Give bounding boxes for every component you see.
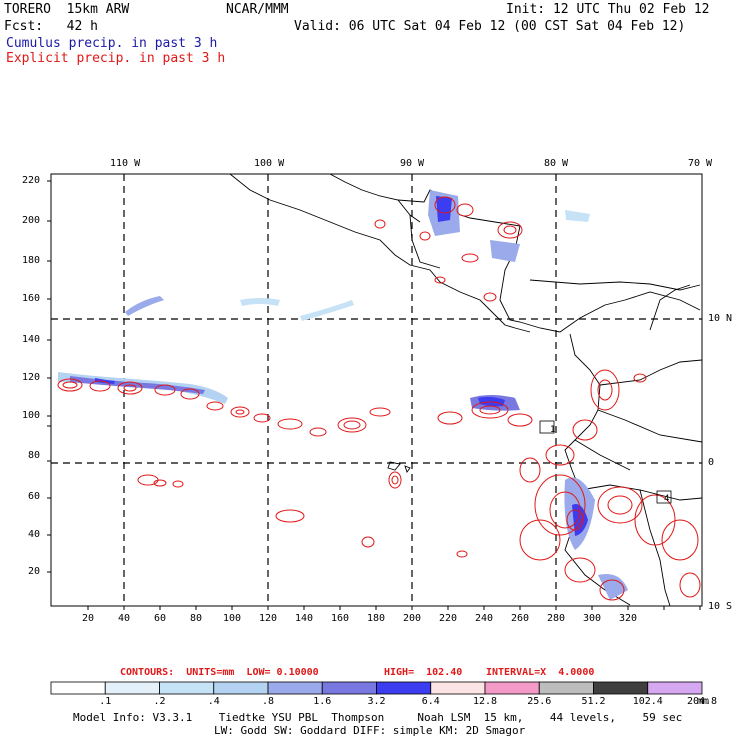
colorbar-label: 204.8 (686, 696, 718, 707)
lon-label-100w: 100 W (254, 158, 285, 169)
lon-label-110w: 110 W (110, 158, 141, 169)
legend-cumulus: Cumulus precip. in past 3 h (6, 36, 218, 51)
y-tick-180: 180 (22, 255, 41, 266)
coastlines (229, 173, 703, 607)
lon-label-90w: 90 W (400, 158, 425, 169)
y-tick-40: 40 (28, 529, 41, 540)
model-info-line2: LW: Godd SW: Goddard DIFF: simple KM: 2D… (214, 724, 526, 737)
org-label: NCAR/MMM (226, 2, 289, 17)
axis-ticks (47, 180, 701, 610)
lat-label-10s: 10 S (708, 601, 733, 612)
colorbar-label: .8 (261, 696, 275, 707)
marker-box-1 (539, 420, 555, 434)
colorbar-label: 102.4 (632, 696, 663, 707)
x-tick-300: 300 (583, 613, 602, 624)
x-tick-100: 100 (223, 613, 242, 624)
colorbar-unit: mm (697, 696, 710, 707)
lat-label-0: 0 (708, 457, 715, 468)
y-tick-120: 120 (22, 372, 41, 383)
graticule (51, 174, 702, 606)
colorbar-label: 3.2 (367, 696, 386, 707)
contours-interval: INTERVAL=X 4.0000 (486, 667, 595, 678)
forecast-hour: Fcst: 42 h (4, 19, 98, 34)
colorbar-label: 6.4 (421, 696, 440, 707)
colorbar-label: .1 (99, 696, 112, 707)
contours-high: HIGH= 102.40 (384, 667, 463, 678)
x-tick-40: 40 (118, 613, 131, 624)
x-tick-160: 160 (331, 613, 350, 624)
y-tick-160: 160 (22, 293, 41, 304)
x-tick-240: 240 (475, 613, 494, 624)
lon-label-80w: 80 W (544, 158, 569, 169)
x-tick-200: 200 (403, 613, 422, 624)
colorbar-label: .4 (207, 696, 220, 707)
init-time: Init: 12 UTC Thu 02 Feb 12 (506, 2, 710, 17)
x-tick-320: 320 (619, 613, 638, 624)
lon-label-70w: 70 W (688, 158, 713, 169)
x-tick-140: 140 (295, 613, 314, 624)
colorbar-label: 51.2 (581, 696, 606, 707)
marker-box-4 (656, 490, 672, 504)
colorbar-label: 12.8 (472, 696, 498, 707)
x-tick-260: 260 (511, 613, 530, 624)
y-tick-80: 80 (28, 450, 41, 461)
model-info-line1: Model Info: V3.3.1 Tiedtke YSU PBL Thomp… (73, 711, 683, 724)
contours-info: CONTOURS: UNITS=mm LOW= 0.10000 (120, 667, 319, 678)
lat-label-10n: 10 N (708, 313, 733, 324)
model-title: TORERO 15km ARW (4, 2, 130, 17)
x-tick-80: 80 (190, 613, 203, 624)
x-tick-220: 220 (439, 613, 458, 624)
x-tick-20: 20 (82, 613, 95, 624)
valid-time: Valid: 06 UTC Sat 04 Feb 12 (00 CST Sat … (294, 19, 686, 34)
y-tick-20: 20 (28, 566, 41, 577)
y-tick-60: 60 (28, 491, 41, 502)
x-tick-180: 180 (367, 613, 386, 624)
marker-label-4: 4 (664, 494, 670, 504)
x-tick-60: 60 (154, 613, 167, 624)
explicit-precip-contours (57, 196, 701, 601)
marker-label-1: 1 (550, 425, 556, 435)
y-tick-100: 100 (22, 410, 41, 421)
x-tick-120: 120 (259, 613, 278, 624)
legend-explicit: Explicit precip. in past 3 h (6, 51, 226, 66)
colorbar-label: .2 (153, 696, 166, 707)
colorbar-label: 25.6 (527, 696, 552, 707)
colorbar-label: 1.6 (313, 696, 332, 707)
x-tick-280: 280 (547, 613, 566, 624)
y-tick-140: 140 (22, 334, 41, 345)
map-frame (50, 173, 703, 607)
y-tick-200: 200 (22, 215, 41, 226)
y-tick-220: 220 (22, 175, 41, 186)
